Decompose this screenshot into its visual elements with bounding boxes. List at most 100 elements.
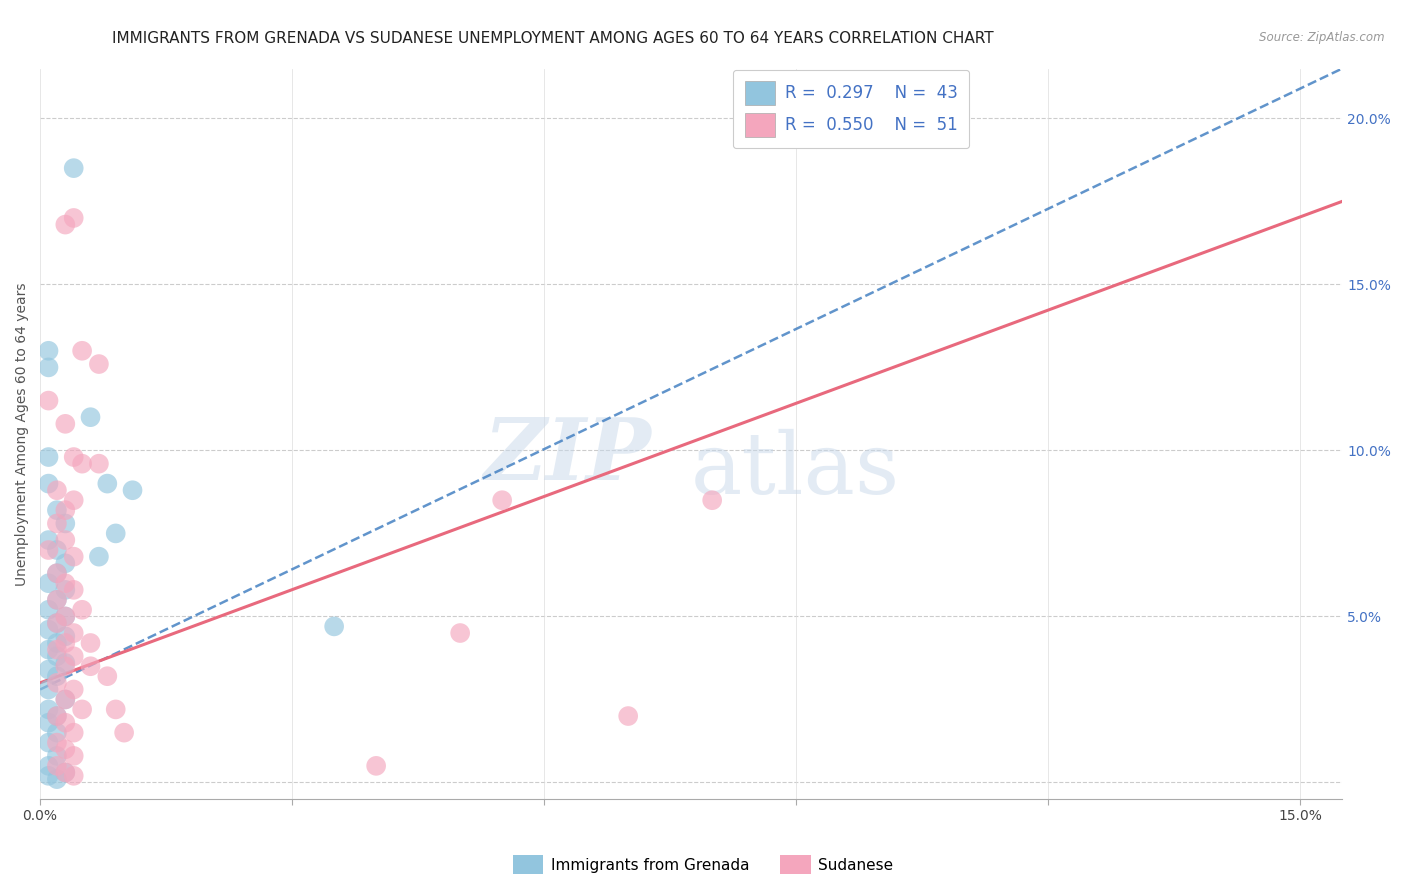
Point [38,642,60,657]
Point [38,360,60,375]
Point [38,702,60,716]
Point [38,450,60,464]
Point [79,659,101,673]
Point [45,566,67,581]
Point [45,748,67,763]
Point [53,417,76,431]
Point [53,503,76,517]
Point [62,649,84,664]
Point [38,543,60,558]
Point [38,476,60,491]
Point [53,765,76,780]
Point [53,533,76,547]
Point [45,676,67,690]
Legend: R =  0.297    N =  43, R =  0.550    N =  51: R = 0.297 N = 43, R = 0.550 N = 51 [733,70,969,148]
Point [38,663,60,677]
Point [38,759,60,773]
Point [121,483,143,498]
Legend: Immigrants from Grenada, Sudanese: Immigrants from Grenada, Sudanese [506,849,900,880]
Point [87,549,110,564]
Point [104,702,127,716]
Point [45,642,67,657]
Point [79,410,101,425]
Point [323,619,346,633]
Point [45,592,67,607]
Point [38,769,60,783]
Point [38,736,60,750]
Point [53,609,76,624]
Point [38,533,60,547]
Point [70,457,93,471]
Point [62,682,84,697]
Point [53,629,76,643]
Point [62,450,84,464]
Point [45,543,67,558]
Point [45,503,67,517]
Point [702,493,724,508]
Point [45,483,67,498]
Point [45,725,67,739]
Point [62,748,84,763]
Point [45,616,67,631]
Point [79,636,101,650]
Text: IMMIGRANTS FROM GRENADA VS SUDANESE UNEMPLOYMENT AMONG AGES 60 TO 64 YEARS CORRE: IMMIGRANTS FROM GRENADA VS SUDANESE UNEM… [112,31,994,46]
Point [62,549,84,564]
Text: atlas: atlas [692,429,900,512]
Point [62,725,84,739]
Y-axis label: Unemployment Among Ages 60 to 64 years: Unemployment Among Ages 60 to 64 years [15,282,30,585]
Point [53,636,76,650]
Point [45,669,67,683]
Point [53,556,76,570]
Point [87,457,110,471]
Point [62,626,84,640]
Point [45,566,67,581]
Point [449,626,471,640]
Point [45,709,67,723]
Point [96,669,118,683]
Point [38,393,60,408]
Point [112,725,135,739]
Point [53,765,76,780]
Point [104,526,127,541]
Point [53,516,76,531]
Point [53,218,76,232]
Point [38,682,60,697]
Point [62,161,84,175]
Point [70,343,93,358]
Point [62,582,84,597]
Point [53,656,76,670]
Point [87,357,110,371]
Point [45,616,67,631]
Point [45,736,67,750]
Point [617,709,640,723]
Point [53,692,76,706]
Point [53,659,76,673]
Point [53,715,76,730]
Point [70,702,93,716]
Point [38,715,60,730]
Point [366,759,388,773]
Point [491,493,513,508]
Point [38,576,60,591]
Point [62,493,84,508]
Point [45,772,67,786]
Point [96,476,118,491]
Point [62,769,84,783]
Text: ZIP: ZIP [484,414,652,498]
Point [53,576,76,591]
Point [38,623,60,637]
Point [53,742,76,756]
Point [53,582,76,597]
Point [38,603,60,617]
Point [53,609,76,624]
Point [45,709,67,723]
Point [45,636,67,650]
Text: Source: ZipAtlas.com: Source: ZipAtlas.com [1260,31,1385,45]
Point [45,649,67,664]
Point [38,343,60,358]
Point [45,516,67,531]
Point [70,603,93,617]
Point [53,692,76,706]
Point [62,211,84,225]
Point [45,759,67,773]
